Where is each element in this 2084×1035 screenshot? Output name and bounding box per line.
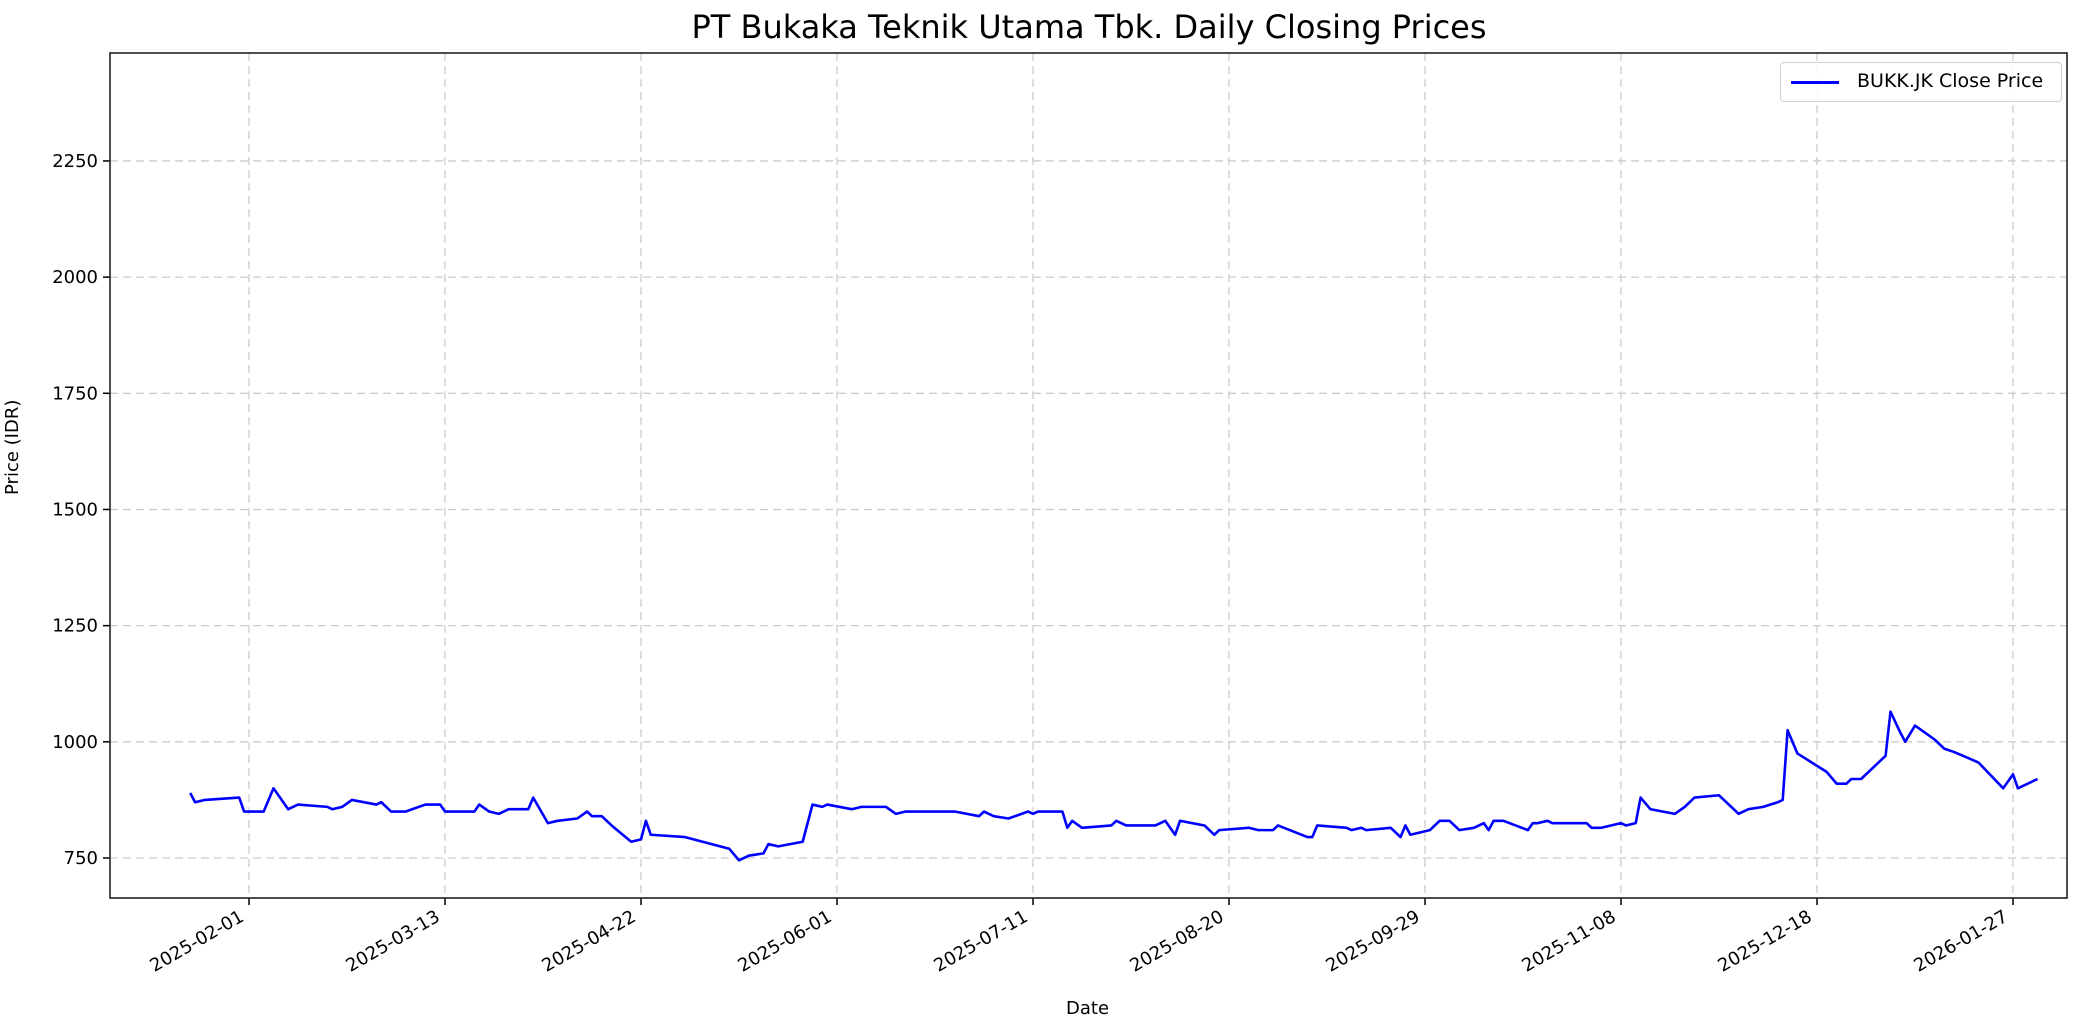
plot-frame	[109, 52, 2068, 899]
x-tick-label: 2025-04-22	[538, 906, 639, 976]
x-tick-label: 2025-02-01	[146, 906, 247, 976]
price-line	[189, 710, 2039, 862]
y-tick-label: 1250	[52, 616, 98, 637]
legend-label: BUKK.JK Close Price	[1857, 70, 2044, 92]
x-tick-label: 2025-07-11	[930, 906, 1031, 976]
x-tick-label: 2025-11-08	[1518, 906, 1619, 976]
x-tick-label: 2025-12-18	[1714, 906, 1815, 976]
y-tick-label: 750	[64, 848, 98, 869]
x-tick-label: 2025-03-13	[342, 906, 443, 976]
y-tick-label: 2000	[52, 267, 98, 288]
legend-line-swatch	[1791, 81, 1839, 84]
x-tick-label: 2025-06-01	[734, 906, 835, 976]
x-tick-label: 2025-09-29	[1322, 906, 1423, 976]
chart-title: PT Bukaka Teknik Utama Tbk. Daily Closin…	[691, 8, 1487, 46]
y-axis-label: Price (IDR)	[2, 399, 23, 495]
y-tick-label: 1500	[52, 499, 98, 520]
x-tick-label: 2026-01-27	[1910, 906, 2011, 976]
y-tick-label: 1750	[52, 383, 98, 404]
y-tick-label: 2250	[52, 151, 98, 172]
legend: BUKK.JK Close Price	[1780, 62, 2062, 102]
x-axis-label: Date	[1066, 998, 1110, 1019]
y-tick-label: 1000	[52, 732, 98, 753]
x-tick-label: 2025-08-20	[1126, 906, 1227, 976]
